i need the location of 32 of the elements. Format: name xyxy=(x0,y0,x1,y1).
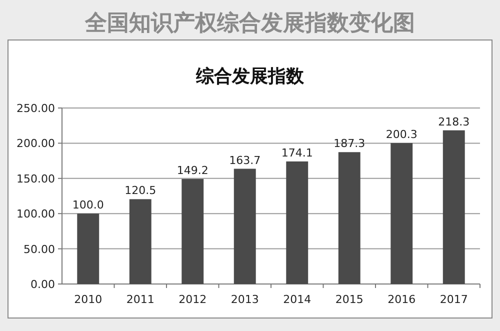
y-tick-label: 200.00 xyxy=(16,137,55,150)
bar xyxy=(129,199,152,284)
bar xyxy=(286,161,308,284)
chart-subtitle: 综合发展指数 xyxy=(195,66,305,87)
data-label: 100.0 xyxy=(72,198,104,212)
bar xyxy=(77,214,100,284)
bar xyxy=(338,152,360,284)
y-tick-label: 150.00 xyxy=(16,172,55,186)
x-tick-label: 2014 xyxy=(283,293,312,306)
data-label: 163.7 xyxy=(229,154,261,167)
bar xyxy=(182,178,204,284)
x-tick-label: 2010 xyxy=(74,293,102,306)
x-tick-label: 2015 xyxy=(335,293,364,306)
y-tick-label: 250.00 xyxy=(16,102,55,115)
x-tick-label: 2013 xyxy=(230,293,259,306)
bar xyxy=(442,130,465,284)
y-tick-label: 100.00 xyxy=(16,208,55,221)
x-tick-label: 2016 xyxy=(388,293,416,306)
data-label: 200.3 xyxy=(386,128,418,141)
x-tick-label: 2011 xyxy=(126,293,154,306)
x-tick-label: 2017 xyxy=(440,293,468,306)
data-label: 187.3 xyxy=(334,137,366,150)
data-label: 149.2 xyxy=(176,164,208,177)
data-label: 120.5 xyxy=(124,184,156,198)
data-label: 218.3 xyxy=(438,115,470,128)
chart-title: 全国知识产权综合发展指数变化图 xyxy=(84,10,415,36)
bar xyxy=(234,168,256,284)
x-tick-label: 2012 xyxy=(178,293,207,306)
y-tick-label: 50.00 xyxy=(24,242,55,256)
y-tick-label: 0.00 xyxy=(30,278,55,291)
data-label: 174.1 xyxy=(281,146,313,160)
bar xyxy=(390,142,413,284)
